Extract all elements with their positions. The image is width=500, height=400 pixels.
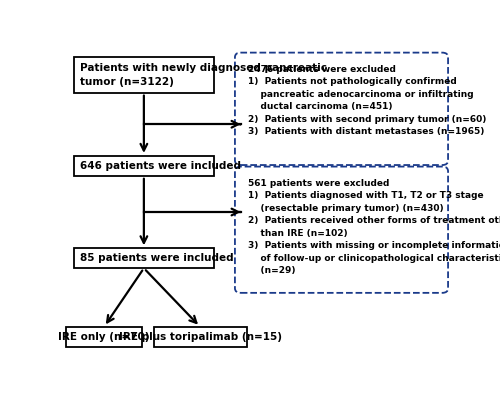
Text: Patients with newly diagnosed pancreatic
tumor (n=3122): Patients with newly diagnosed pancreatic…: [80, 63, 327, 87]
FancyBboxPatch shape: [74, 156, 214, 176]
FancyBboxPatch shape: [74, 248, 214, 268]
Text: IRE plus toripalimab (n=15): IRE plus toripalimab (n=15): [118, 332, 282, 342]
Text: 561 patients were excluded
1)  Patients diagnosed with T1, T2 or T3 stage
    (r: 561 patients were excluded 1) Patients d…: [248, 179, 500, 275]
Text: 85 patients were included: 85 patients were included: [80, 253, 234, 263]
FancyBboxPatch shape: [235, 53, 448, 165]
Text: IRE only (n=70): IRE only (n=70): [58, 332, 150, 342]
FancyBboxPatch shape: [66, 327, 142, 347]
FancyBboxPatch shape: [235, 166, 448, 293]
Text: 2476 patients were excluded
1)  Patients not pathologically confirmed
    pancre: 2476 patients were excluded 1) Patients …: [248, 65, 486, 136]
Text: 646 patients were included: 646 patients were included: [80, 161, 241, 171]
FancyBboxPatch shape: [154, 327, 246, 347]
FancyBboxPatch shape: [74, 57, 214, 93]
